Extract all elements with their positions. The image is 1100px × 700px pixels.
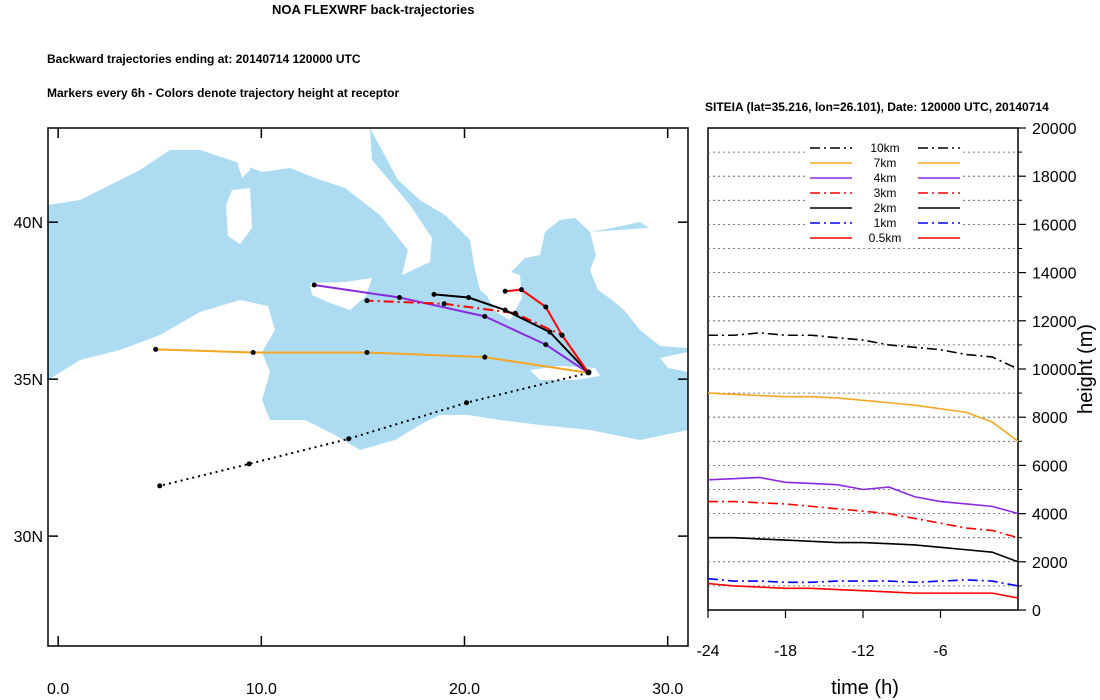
trajectory-marker-2km <box>466 295 472 301</box>
trajectory-marker-7km <box>153 346 159 352</box>
trajectory-marker-2km <box>431 291 437 297</box>
trajectory-marker-2km <box>502 307 508 313</box>
trajectory-4km <box>314 283 589 374</box>
trajectory-marker-4km <box>543 342 549 348</box>
height-chart-title: SITEIA (lat=35.216, lon=26.101), Date: 1… <box>705 100 1049 114</box>
marker-note: Markers every 6h - Colors denote traject… <box>47 86 400 100</box>
trajectory-end-subtitle: Backward trajectories ending at: 2014071… <box>47 52 361 66</box>
trajectory-marker-4km <box>396 295 402 301</box>
map-frame <box>47 127 689 647</box>
trajectory-marker-0.5km <box>559 332 565 338</box>
map-x-tick-label: 30.0 <box>652 681 683 698</box>
trajectory-marker-3km <box>441 301 447 307</box>
map-x-tick-label: 20.0 <box>449 681 480 698</box>
trajectory-marker-0.5km <box>543 304 549 310</box>
map-axes: 0.0 10.0 20.0 30.0 30N 35N 40N <box>14 128 688 698</box>
trajectory-marker-1km <box>157 483 163 489</box>
trajectory-marker-0.5km <box>518 287 524 293</box>
trajectory-marker-3km <box>364 298 370 304</box>
trajectory-marker-4km <box>311 282 317 288</box>
trajectory-marker-2km <box>547 329 553 335</box>
trajectory-marker-1km <box>246 461 252 467</box>
trajectory-lines <box>153 282 592 489</box>
trajectory-marker-1km <box>464 400 470 406</box>
trajectory-marker-7km <box>364 349 370 355</box>
map-x-tick-label: 10.0 <box>246 681 277 698</box>
map-x-tick-label: 0.0 <box>47 681 69 698</box>
trajectory-marker-0.5km <box>502 288 508 294</box>
trajectory-marker-7km <box>482 354 488 360</box>
trajectory-marker-7km <box>250 349 256 355</box>
receptor-marker <box>585 369 592 376</box>
trajectory-marker-1km <box>346 436 352 442</box>
main-title: NOA FLEXWRF back-trajectories <box>272 2 475 17</box>
map-y-tick-label: 35N <box>14 372 43 389</box>
map-y-tick-label: 30N <box>14 529 43 546</box>
trajectory-marker-4km <box>482 313 488 319</box>
map-y-tick-label: 40N <box>14 215 43 232</box>
